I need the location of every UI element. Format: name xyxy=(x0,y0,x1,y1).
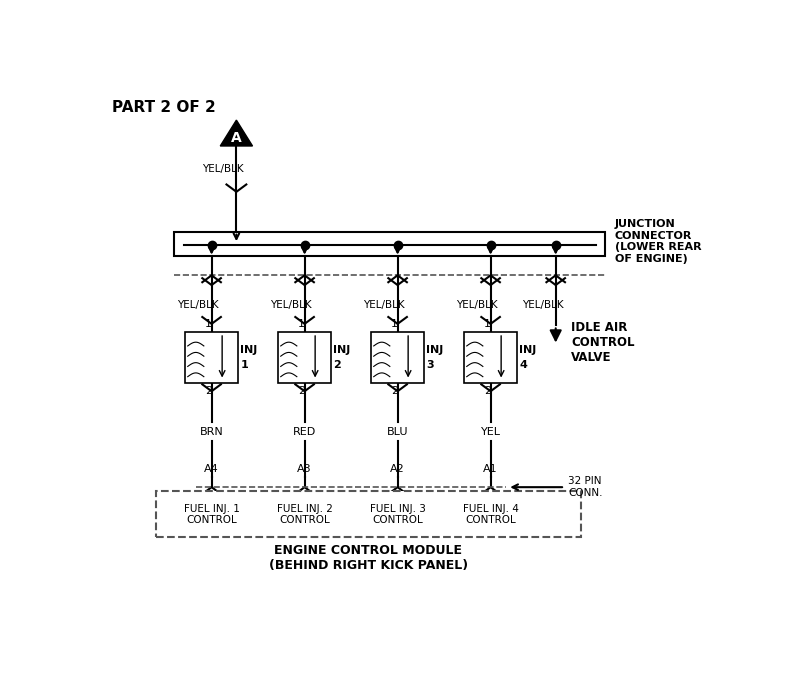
Text: PART 2 OF 2: PART 2 OF 2 xyxy=(112,100,216,116)
Bar xyxy=(278,332,331,383)
Text: JUNCTION
CONNECTOR
(LOWER REAR
OF ENGINE): JUNCTION CONNECTOR (LOWER REAR OF ENGINE… xyxy=(614,219,702,264)
Text: YEL/BLK: YEL/BLK xyxy=(178,300,219,310)
Text: A2: A2 xyxy=(390,464,405,474)
Bar xyxy=(156,491,581,538)
Text: 3: 3 xyxy=(426,360,434,370)
Text: INJ: INJ xyxy=(334,345,350,355)
Text: 4: 4 xyxy=(519,360,527,370)
Text: INJ: INJ xyxy=(519,345,537,355)
Text: INJ: INJ xyxy=(426,345,444,355)
Text: BLU: BLU xyxy=(387,427,408,437)
Text: A3: A3 xyxy=(298,464,312,474)
Bar xyxy=(464,332,517,383)
Text: 1: 1 xyxy=(484,319,491,329)
Text: 2: 2 xyxy=(205,386,212,396)
Text: FUEL INJ. 2
CONTROL: FUEL INJ. 2 CONTROL xyxy=(277,503,333,525)
Text: YEL/BLK: YEL/BLK xyxy=(363,300,405,310)
Bar xyxy=(186,332,238,383)
Text: ENGINE CONTROL MODULE
(BEHIND RIGHT KICK PANEL): ENGINE CONTROL MODULE (BEHIND RIGHT KICK… xyxy=(269,544,468,572)
Text: INJ: INJ xyxy=(241,345,258,355)
Polygon shape xyxy=(220,120,253,146)
Text: FUEL INJ. 4
CONTROL: FUEL INJ. 4 CONTROL xyxy=(462,503,518,525)
Text: YEL/BLK: YEL/BLK xyxy=(457,300,498,310)
Text: YEL/BLK: YEL/BLK xyxy=(522,300,563,310)
Text: 2: 2 xyxy=(298,386,305,396)
Text: IDLE AIR
CONTROL
VALVE: IDLE AIR CONTROL VALVE xyxy=(571,321,634,364)
Text: YEL/BLK: YEL/BLK xyxy=(270,300,312,310)
Text: YEL/BLK: YEL/BLK xyxy=(202,164,244,174)
Text: 32 PIN
CONN.: 32 PIN CONN. xyxy=(568,477,602,498)
Text: 2: 2 xyxy=(334,360,341,370)
Text: 1: 1 xyxy=(205,319,212,329)
Text: 1: 1 xyxy=(241,360,248,370)
Text: BRN: BRN xyxy=(200,427,223,437)
Text: FUEL INJ. 1
CONTROL: FUEL INJ. 1 CONTROL xyxy=(184,503,239,525)
Text: FUEL INJ. 3
CONTROL: FUEL INJ. 3 CONTROL xyxy=(370,503,426,525)
Text: 1: 1 xyxy=(298,319,305,329)
Text: A4: A4 xyxy=(204,464,219,474)
Bar xyxy=(174,232,606,256)
Bar xyxy=(371,332,424,383)
Text: 2: 2 xyxy=(391,386,398,396)
Text: A: A xyxy=(231,131,242,145)
Text: RED: RED xyxy=(293,427,316,437)
Text: 1: 1 xyxy=(391,319,398,329)
Text: YEL: YEL xyxy=(481,427,501,437)
Text: A1: A1 xyxy=(483,464,498,474)
Text: 2: 2 xyxy=(484,386,491,396)
